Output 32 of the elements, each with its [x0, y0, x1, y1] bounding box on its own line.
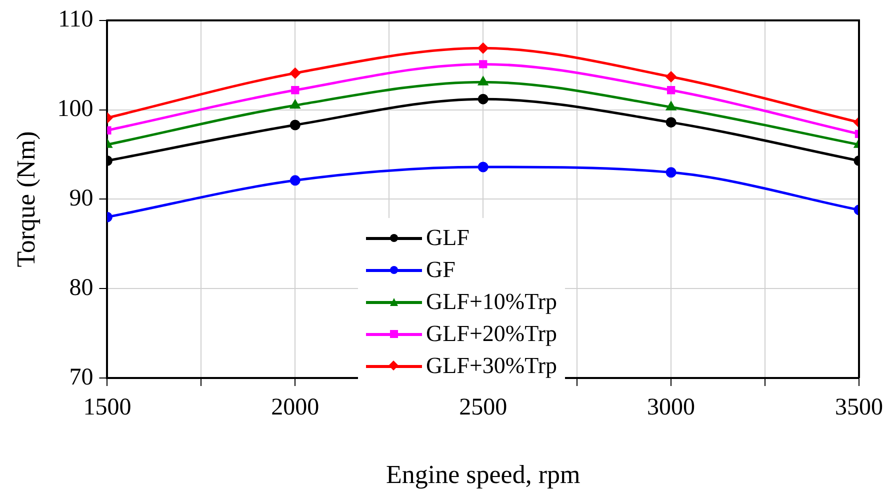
y-tick-label: 90	[69, 185, 94, 212]
point	[291, 86, 300, 94]
point	[290, 120, 300, 130]
point	[290, 175, 300, 186]
x-tick-label: 3500	[835, 394, 883, 421]
y-tick-label: 80	[69, 274, 94, 301]
x-tick-label: 2000	[271, 394, 320, 421]
point	[666, 102, 676, 110]
point	[478, 76, 488, 86]
point	[666, 86, 676, 94]
point	[666, 117, 676, 128]
point	[478, 94, 488, 104]
x-tick-label: 1500	[83, 394, 132, 421]
legend-label: GLF+30%Trp	[426, 352, 557, 380]
x-tick-label: 2500	[459, 394, 508, 421]
legend-label: GLF+10%Trp	[426, 288, 557, 316]
x-tick-label: 3000	[647, 394, 696, 421]
point	[478, 42, 488, 54]
y-tick-label: 110	[58, 6, 94, 33]
point	[479, 60, 488, 68]
point	[290, 100, 300, 109]
point	[666, 71, 676, 82]
x-axis-title: Engine speed, rpm	[386, 460, 580, 490]
legend-label: GLF	[426, 224, 470, 252]
legend-label: GLF+20%Trp	[426, 320, 557, 348]
y-tick-label: 100	[57, 96, 94, 122]
point	[478, 162, 488, 172]
y-tick-label: 70	[69, 364, 94, 390]
point	[666, 167, 676, 178]
y-axis-title: Torque (Nm)	[11, 131, 40, 268]
point	[290, 68, 300, 78]
legend-label: GF	[426, 256, 456, 284]
